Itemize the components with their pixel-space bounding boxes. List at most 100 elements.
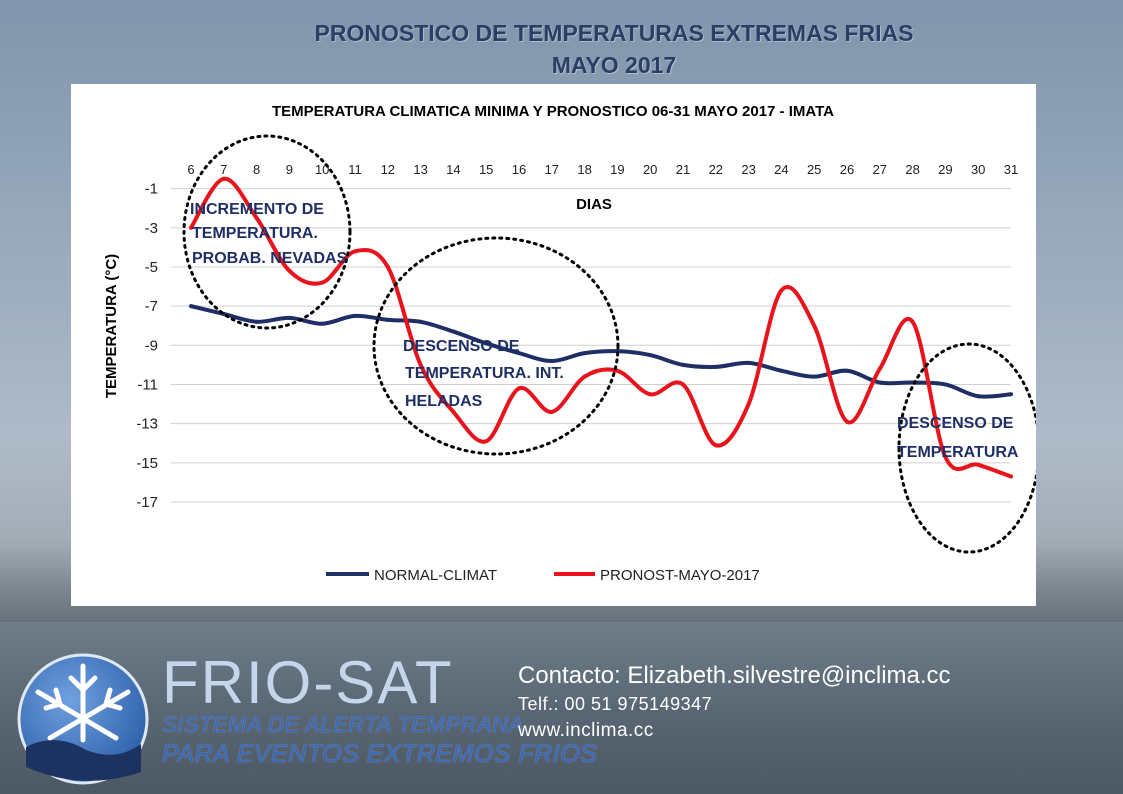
contact-website[interactable]: www.inclima.cc [518, 720, 654, 741]
data-point-pronost [746, 402, 751, 407]
annotation-1-line-1: INCREMENTO DE [190, 201, 324, 218]
data-point-normal [320, 321, 325, 326]
data-point-normal [254, 319, 259, 324]
data-point-normal [451, 329, 456, 334]
data-point-pronost [353, 249, 357, 254]
brand-subtitle-2: PARA EVENTOS EXTREMOS FRIOS [162, 740, 598, 768]
data-point-normal [812, 374, 817, 379]
annotation-2-line-2: TEMPERATURA. INT. [405, 365, 564, 382]
data-point-pronost [779, 288, 784, 293]
y-tick-label: -11 [137, 376, 158, 393]
x-tick-label: 11 [348, 162, 362, 177]
annotation-2-line-1: DESCENSO DE [403, 338, 520, 355]
data-point-pronost [681, 382, 685, 387]
data-point-pronost [418, 362, 423, 367]
annotation-ellipse-1 [182, 134, 352, 330]
y-tick-label: -5 [145, 259, 158, 276]
annotation-ellipse-3 [897, 342, 1036, 554]
legend-label-normal: NORMAL-CLIMAT [374, 567, 497, 584]
chart-panel: 6 7 8 9 10 11 12 13 14 15 16 17 18 19 20 21 22 23 24 25 26 27… [71, 84, 1036, 606]
data-point-normal [648, 353, 653, 358]
data-point-pronost [877, 366, 882, 371]
y-tick-label: -3 [145, 220, 158, 237]
data-point-pronost [648, 392, 653, 397]
data-point-normal [845, 368, 849, 373]
series-line-pronost-mayo-2017 [189, 176, 1012, 479]
page-title-line1: PRONOSTICO DE TEMPERATURAS EXTREMAS FRIA… [314, 20, 914, 46]
x-tick-label: 17 [545, 162, 559, 177]
x-tick-label: 9 [286, 162, 293, 177]
annotation-3-line-1: DESCENSO DE [897, 415, 1014, 432]
data-point-pronost [484, 439, 489, 444]
annotation-ellipse-2 [372, 236, 620, 456]
legend-label-pronost: PRONOST-MAYO-2017 [600, 567, 760, 584]
x-tick-label: 16 [512, 162, 526, 177]
data-point-pronost [320, 280, 325, 285]
chart-svg: 6 7 8 9 10 11 12 13 14 15 16 17 18 19 20 21 22 23 24 25 26 27… [103, 103, 1036, 584]
data-point-pronost [582, 374, 587, 379]
x-tick-label: 26 [840, 162, 854, 177]
data-point-pronost [910, 319, 915, 324]
x-tick-label: 6 [187, 162, 194, 177]
x-tick-label: 7 [220, 162, 227, 177]
data-point-pronost [845, 419, 849, 424]
x-tick-label: 21 [676, 162, 690, 177]
x-tick-label: 30 [971, 162, 985, 177]
x-tick-label: 8 [253, 162, 260, 177]
y-tick-label: -13 [136, 416, 158, 433]
contact-email[interactable]: Contacto: Elizabeth.silvestre@inclima.cc [518, 662, 951, 689]
x-tick-label: 15 [479, 162, 493, 177]
annotation-3-line-2: TEMPERATURA [897, 444, 1019, 461]
data-point-normal [681, 362, 685, 367]
data-point-normal [385, 317, 390, 322]
data-point-pronost [385, 264, 390, 269]
data-point-normal [418, 319, 423, 324]
data-point-pronost [943, 454, 948, 459]
x-tick-label: 27 [873, 162, 887, 177]
snowflake-logo-icon [17, 653, 149, 785]
data-point-normal [582, 351, 587, 356]
annotation-1-line-2: TEMPERATURA. [192, 225, 318, 242]
data-point-pronost [713, 443, 718, 448]
y-axis-label: TEMPERATURA (°C) [103, 254, 120, 398]
footer: FRIO-SAT SISTEMA DE ALERTA TEMPRANA PARA… [0, 622, 1123, 794]
x-tick-label: 14 [446, 162, 460, 177]
data-point-pronost [1009, 474, 1013, 479]
data-point-pronost [254, 215, 259, 220]
chart-title: TEMPERATURA CLIMATICA MINIMA Y PRONOSTIC… [272, 103, 834, 120]
y-tick-label: -17 [136, 494, 158, 511]
data-point-normal [746, 360, 751, 365]
data-point-normal [517, 351, 521, 356]
data-point-pronost [812, 323, 817, 328]
series-line-normal-climat [190, 304, 1012, 399]
annotation-2-line-3: HELADAS [405, 393, 483, 410]
y-tick-label: -1 [145, 181, 158, 198]
data-point-normal [353, 313, 357, 318]
data-point-normal [484, 341, 489, 346]
x-tick-label: 31 [1004, 162, 1018, 177]
annotation-1-line-3: PROBAB. NEVADAS [192, 250, 348, 267]
page-title-line2: MAYO 2017 [551, 52, 677, 78]
x-tick-label: 19 [610, 162, 624, 177]
x-tick-label: 13 [413, 162, 427, 177]
data-point-pronost [451, 409, 456, 414]
data-point-normal [877, 380, 882, 385]
data-point-pronost [976, 462, 981, 467]
data-point-normal [189, 304, 193, 309]
data-point-pronost [615, 368, 620, 373]
x-tick-label: 18 [577, 162, 591, 177]
brand-subtitle-1: SISTEMA DE ALERTA TEMPRANA [162, 712, 524, 737]
data-point-normal [943, 382, 948, 387]
data-point-normal [713, 364, 718, 369]
x-tick-label: 22 [709, 162, 723, 177]
brand-name: FRIO-SAT [162, 649, 454, 716]
x-tick-label: 25 [807, 162, 821, 177]
data-point-pronost [549, 409, 554, 414]
x-tick-label: 28 [905, 162, 919, 177]
data-point-pronost [287, 268, 292, 273]
y-tick-label: -9 [145, 337, 158, 354]
x-axis-label: DIAS [576, 196, 612, 213]
contact-phone: Telf.: 00 51 975149347 [518, 694, 713, 714]
x-tick-label: 12 [381, 162, 395, 177]
y-tick-label: -15 [136, 455, 158, 472]
